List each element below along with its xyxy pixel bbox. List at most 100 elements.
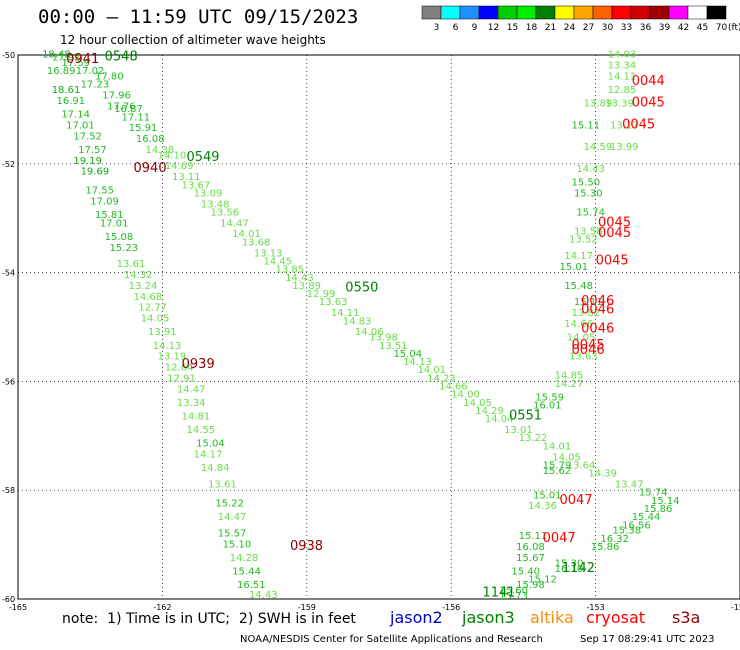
swh-point: 14.06: [355, 327, 384, 338]
swh-point: 13.98: [369, 333, 398, 344]
swh-point: 14.81: [182, 411, 211, 422]
swh-point: 14.85: [555, 371, 584, 382]
swh-point: 14.28: [230, 553, 259, 564]
swh-point: 14.36: [528, 501, 557, 512]
swh-point: 15.04: [196, 439, 225, 450]
swh-point: 16.32: [600, 534, 629, 545]
swh-point: 14.47: [218, 512, 247, 523]
color-swatch: [706, 5, 727, 20]
swh-point: 13.39: [605, 99, 634, 110]
color-swatch: [668, 5, 689, 20]
color-scale-tick: 33: [621, 23, 632, 33]
swh-point: 12.91: [167, 373, 196, 384]
swh-point: 14.03: [608, 50, 637, 61]
swh-point: 15.50: [572, 178, 601, 189]
swh-point: 17.11: [121, 112, 150, 123]
swh-point: 14.83: [343, 316, 372, 327]
swh-point: 15.86: [644, 504, 673, 515]
pass-time-label: 0046: [581, 321, 614, 336]
swh-point: 14.43: [285, 273, 314, 284]
swh-point: 16.51: [237, 580, 266, 591]
swh-point: 14.11: [608, 71, 637, 82]
x-tick-label: -159: [298, 603, 316, 612]
swh-point: 17.57: [78, 145, 107, 156]
swh-point: 16.91: [57, 96, 86, 107]
swh-point: 13.63: [569, 352, 598, 363]
y-tick-label: -54: [2, 269, 15, 278]
swh-point: 13.58: [574, 227, 603, 238]
swh-point: 15.14: [651, 496, 680, 507]
swh-point: 15.44: [232, 567, 261, 578]
color-scale-tick: 39: [659, 23, 671, 33]
swh-point: 15.30: [555, 558, 584, 569]
color-swatch: [649, 5, 670, 20]
swh-point: 14.38: [146, 145, 175, 156]
color-swatch: [440, 5, 461, 20]
swh-point: 15.12: [528, 575, 557, 586]
footer-credit: NOAA/NESDIS Center for Satellite Applica…: [240, 634, 543, 645]
swh-point: 13.85: [276, 265, 305, 276]
swh-point: 13.11: [172, 172, 201, 183]
color-scale-tick: 24: [564, 23, 576, 33]
swh-point: 15.10: [223, 539, 252, 550]
y-tick-label: -56: [2, 377, 15, 386]
swh-point: 13.34: [177, 398, 206, 409]
pass-time-label: 0047: [560, 493, 593, 508]
swh-point: 13.67: [182, 180, 211, 191]
pass-time-label: 0548: [105, 49, 138, 64]
pass-time-label: 0045: [572, 338, 605, 353]
swh-point: 13.99: [610, 142, 639, 153]
swh-point: 19.19: [73, 156, 102, 167]
color-scale-tick: 3: [434, 23, 440, 33]
swh-point: 15.01: [533, 490, 562, 501]
swh-point: 15.44: [632, 512, 661, 523]
swh-point: 13.61: [208, 479, 237, 490]
satellite-jason3: jason3: [462, 608, 515, 627]
swh-point: 15.11: [574, 297, 603, 308]
swh-point: 13.56: [211, 207, 240, 218]
color-scale-tick: 45: [697, 23, 708, 33]
swh-point: 13.52: [569, 235, 598, 246]
color-scale-tick: 30: [602, 23, 614, 33]
pass-time-label: 0045: [598, 215, 631, 230]
x-tick-label: -162: [153, 603, 171, 612]
color-swatch: [687, 5, 708, 20]
swh-point: 13.64: [567, 460, 596, 471]
swh-point: 13.61: [117, 259, 146, 270]
pass-time-label: 0044: [632, 74, 665, 89]
swh-point: 15.86: [591, 542, 620, 553]
swh-point: 15.22: [215, 499, 244, 510]
swh-point: 16.56: [622, 520, 651, 531]
swh-point: 14.00: [451, 390, 480, 401]
swh-point: 17.80: [95, 71, 124, 82]
swh-point: 14.47: [177, 384, 206, 395]
swh-point: 13.51: [379, 341, 408, 352]
swh-point: 13.24: [129, 281, 158, 292]
color-swatch: [554, 5, 575, 20]
swh-point: 17.14: [61, 110, 90, 121]
x-tick-label: -153: [587, 603, 605, 612]
swh-point: 15.01: [560, 262, 589, 273]
swh-point: 15.62: [543, 466, 572, 477]
y-tick-label: -60: [2, 595, 15, 604]
swh-point: 16.89: [47, 66, 76, 77]
swh-point: 15.48: [564, 281, 593, 292]
color-scale-tick: 9: [472, 23, 478, 33]
swh-point: 14.10: [158, 150, 187, 161]
pass-time-label: 0046: [572, 343, 605, 358]
swh-point: 14.29: [475, 406, 504, 417]
swh-point: 15.08: [105, 232, 134, 243]
swh-point: 14.23: [427, 373, 456, 384]
color-scale-tick: 21: [545, 23, 556, 33]
swh-point: 14.05: [141, 314, 170, 325]
swh-point: 17.96: [102, 91, 131, 102]
swh-point: 19.69: [81, 167, 110, 178]
pass-time-labels: 0548 0549 0550 0551 1141 1142 0941 0940 0939 0938…: [66, 49, 665, 600]
color-swatch: [573, 5, 594, 20]
swh-point: 13.22: [519, 433, 548, 444]
color-swatch: [592, 5, 613, 20]
swh-point: 14.45: [263, 256, 292, 267]
color-swatch: [611, 5, 632, 20]
x-tick-label: -150: [731, 603, 740, 612]
